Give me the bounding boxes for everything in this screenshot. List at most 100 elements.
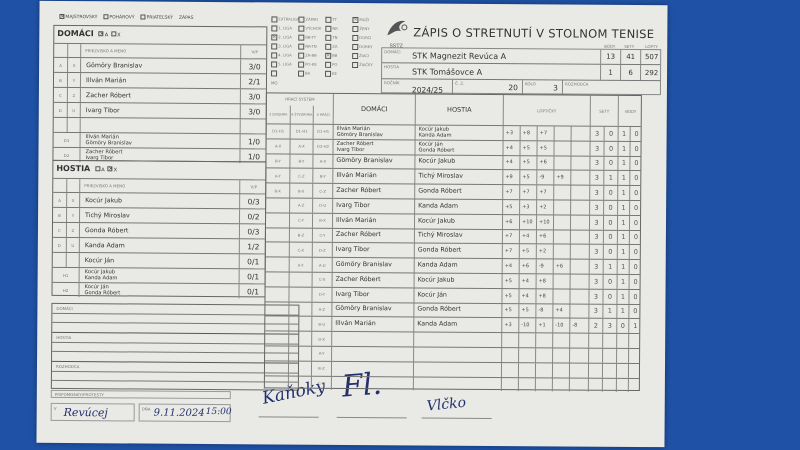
checkbox-icon[interactable]: [352, 61, 359, 69]
league-option[interactable]: ŽENY: [352, 25, 370, 33]
league-option[interactable]: ZÁPAD: [298, 16, 318, 23]
league-option[interactable]: EXTRALIGA: [271, 16, 300, 23]
checkbox-icon[interactable]: [95, 166, 101, 172]
player-win-loss: 0/2: [239, 209, 268, 224]
match-type-option[interactable]: PRIATEĽSKÝ: [140, 14, 173, 21]
league-option[interactable]: KE: [325, 70, 337, 77]
player-name: Illván Marián: [79, 73, 241, 89]
league-option[interactable]: PO: [325, 61, 337, 68]
checkbox-icon[interactable]: [325, 61, 332, 68]
match-row: C-U: [264, 374, 641, 393]
match-type-option[interactable]: POHÁROVÝ: [103, 14, 135, 20]
checkbox-icon[interactable]: [271, 43, 278, 50]
league-option[interactable]: ✕ 2. LIGA: [271, 34, 292, 41]
match-away-players: [412, 377, 501, 392]
checkbox-icon[interactable]: [352, 25, 359, 33]
league-label: EXTRALIGA: [278, 16, 300, 22]
checkbox-icon[interactable]: [298, 34, 305, 41]
doubles-names: Kocúr Jakub Kanda Adam: [78, 268, 239, 284]
checkbox-icon[interactable]: [271, 70, 278, 77]
checkbox-icon[interactable]: [271, 25, 278, 32]
league-option[interactable]: 4. LIGA: [271, 52, 292, 59]
system-code: C-U: [310, 376, 331, 391]
checkbox-icon[interactable]: ✕: [352, 16, 359, 24]
system-code: A-X: [312, 154, 333, 169]
league-option[interactable]: DORCI: [352, 34, 371, 42]
checkbox-icon[interactable]: ✕: [98, 31, 104, 38]
checkbox-icon[interactable]: [298, 25, 305, 32]
sets-value: 3: [602, 319, 617, 334]
checkbox-icon[interactable]: [352, 52, 359, 60]
system-code: D1-H1: [289, 124, 313, 139]
checkbox-icon[interactable]: [298, 70, 305, 77]
match-away-players: Kocúr Jakub: [414, 155, 503, 170]
checkbox-icon[interactable]: ✕: [325, 52, 332, 59]
league-option[interactable]: 3. LIGA: [271, 43, 292, 50]
player-letter-1: C: [58, 92, 62, 98]
league-option[interactable]: ZA: [325, 43, 337, 50]
checkbox-icon[interactable]: [111, 31, 117, 37]
away-body: 1: [600, 64, 621, 80]
system-code: [266, 228, 289, 242]
match-home-players: Zacher Róbert: [332, 184, 415, 199]
col-sety: SETY: [624, 43, 635, 49]
checkbox-icon[interactable]: [298, 61, 305, 68]
checkbox-icon[interactable]: [325, 25, 332, 32]
league-option[interactable]: DORKY: [352, 43, 372, 51]
checkbox-icon[interactable]: [103, 14, 109, 20]
sets-value: 3: [588, 304, 603, 319]
ball-score: [501, 348, 519, 362]
checkbox-icon[interactable]: [325, 34, 332, 41]
away-player-name: Kocúr Ján: [417, 291, 447, 299]
checkbox-icon[interactable]: ✕: [107, 166, 113, 173]
league-option[interactable]: [271, 70, 278, 77]
checkbox-icon[interactable]: [140, 14, 146, 20]
player-letter-2: Z: [66, 88, 80, 103]
league-option[interactable]: NR-TN: [298, 43, 317, 50]
checkbox-icon[interactable]: [298, 16, 305, 23]
league-option[interactable]: ŽIAČKY: [352, 61, 373, 69]
league-option[interactable]: ✕ MUŽI: [352, 16, 369, 24]
league-option[interactable]: BB-TT: [298, 34, 317, 41]
ball-score: [551, 363, 570, 378]
league-option[interactable]: BA: [298, 70, 310, 77]
checkbox-icon[interactable]: [325, 16, 332, 23]
points-value: 1: [616, 260, 629, 274]
checkbox-icon[interactable]: [298, 52, 305, 59]
checkbox-icon[interactable]: [325, 43, 332, 50]
league-option[interactable]: 1. LIGA: [271, 25, 292, 32]
league-option[interactable]: ✕ BB: [325, 52, 337, 59]
match-type-options: ✕MAJSTROVSKÝ POHÁROVÝ PRIATEĽSKÝ ZÁPAS: [59, 13, 193, 21]
home-player-name: Zacher Róbert: [336, 186, 382, 195]
ball-score: [517, 362, 536, 377]
checkbox-icon[interactable]: ✕: [271, 34, 278, 41]
league-option[interactable]: TT: [325, 16, 337, 23]
ball-score: +3: [502, 126, 520, 140]
system-code: C-X: [311, 272, 332, 287]
league-option[interactable]: TN: [325, 34, 337, 41]
checkbox-icon[interactable]: [271, 52, 278, 59]
checkbox-icon[interactable]: [325, 70, 332, 77]
league-label: 3. LIGA: [278, 43, 292, 49]
checkbox-icon[interactable]: [298, 43, 305, 50]
season-label: ROČNÍK: [383, 80, 400, 86]
league-option[interactable]: NR: [325, 25, 338, 32]
checkbox-icon[interactable]: ✕: [59, 13, 65, 20]
system-code: [265, 332, 288, 346]
league-option[interactable]: VÝCHOD: [298, 25, 322, 32]
away-player-name: Kocúr Jakub: [418, 157, 456, 166]
points-value: [628, 348, 642, 363]
checkbox-icon[interactable]: [271, 16, 278, 23]
points-value: 1: [628, 319, 642, 334]
checkbox-icon[interactable]: [271, 61, 278, 68]
ball-score: [535, 333, 553, 348]
league-option[interactable]: ZA-BB: [298, 52, 317, 59]
league-option[interactable]: PO-KE: [298, 61, 317, 68]
checkbox-icon[interactable]: [352, 34, 359, 42]
ball-score: +5: [501, 288, 519, 303]
match-type-option[interactable]: ✕MAJSTROVSKÝ: [59, 13, 97, 20]
league-label: BB-TT: [305, 34, 317, 40]
league-option[interactable]: 5. LIGA: [271, 61, 292, 68]
league-option[interactable]: ŽIACI: [352, 52, 369, 60]
checkbox-icon[interactable]: [352, 43, 359, 51]
